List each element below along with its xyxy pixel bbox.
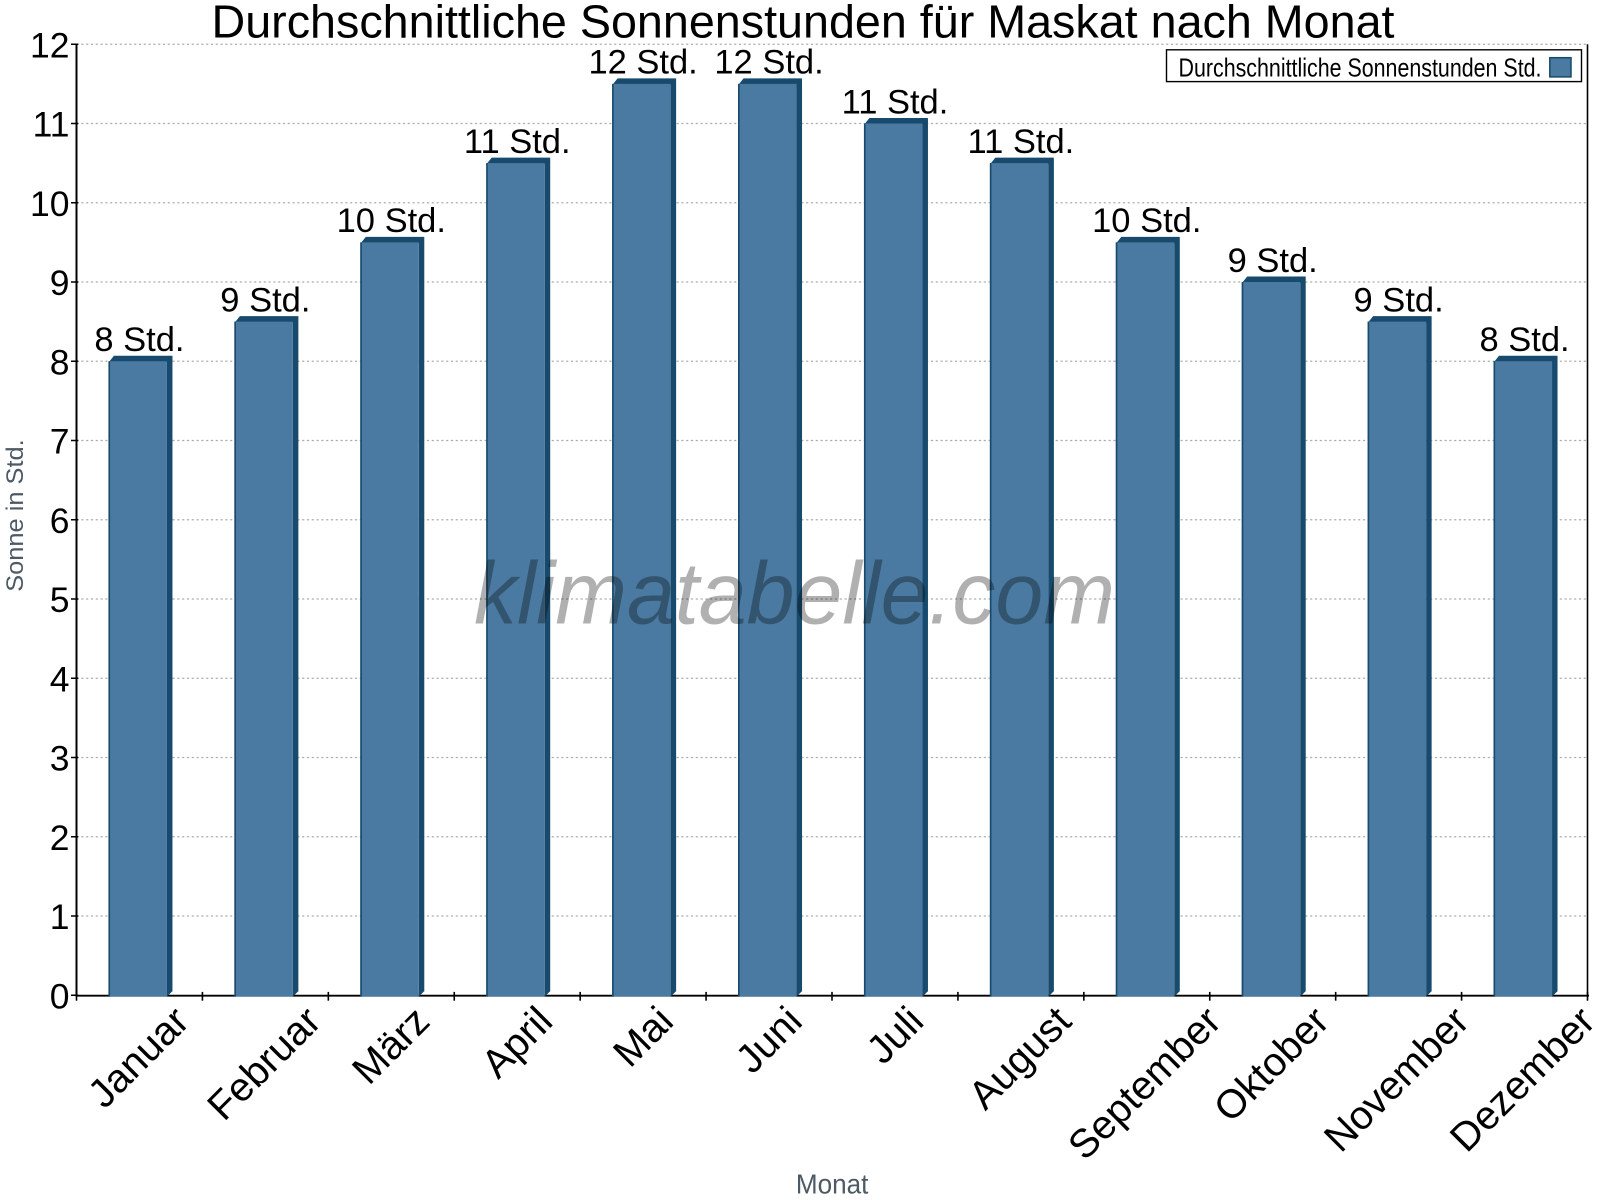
svg-text:klimatabelle.com: klimatabelle.com [474, 544, 1115, 643]
svg-text:12 Std.: 12 Std. [714, 44, 823, 82]
svg-text:9 Std.: 9 Std. [1228, 242, 1318, 280]
svg-text:5: 5 [50, 580, 70, 620]
svg-text:1: 1 [50, 897, 70, 937]
svg-text:11 Std.: 11 Std. [967, 123, 1074, 161]
svg-text:11: 11 [33, 105, 70, 145]
svg-text:4: 4 [50, 659, 70, 699]
svg-text:8 Std.: 8 Std. [1479, 321, 1569, 359]
svg-text:9: 9 [50, 263, 70, 303]
svg-text:8 Std.: 8 Std. [94, 321, 184, 359]
svg-text:10 Std.: 10 Std. [337, 202, 446, 240]
svg-text:3: 3 [50, 739, 70, 779]
svg-text:9 Std.: 9 Std. [220, 281, 310, 319]
svg-text:Sonne in Std.: Sonne in Std. [2, 439, 29, 592]
svg-text:12: 12 [30, 25, 70, 65]
svg-text:Durchschnittliche Sonnenstunde: Durchschnittliche Sonnenstunden für Mask… [212, 0, 1395, 48]
svg-text:Durchschnittliche Sonnenstunde: Durchschnittliche Sonnenstunden Std. [1179, 52, 1542, 82]
svg-text:7: 7 [50, 422, 70, 462]
svg-text:11 Std.: 11 Std. [464, 123, 571, 161]
svg-text:11 Std.: 11 Std. [842, 83, 949, 121]
svg-text:0: 0 [50, 976, 70, 1016]
svg-text:2: 2 [50, 818, 70, 858]
svg-text:9 Std.: 9 Std. [1354, 281, 1444, 319]
svg-text:10 Std.: 10 Std. [1092, 202, 1201, 240]
svg-text:6: 6 [50, 501, 70, 541]
svg-text:12 Std.: 12 Std. [588, 44, 697, 82]
svg-text:Monat: Monat [796, 1169, 869, 1200]
svg-text:10: 10 [30, 184, 70, 224]
svg-text:8: 8 [50, 342, 70, 382]
